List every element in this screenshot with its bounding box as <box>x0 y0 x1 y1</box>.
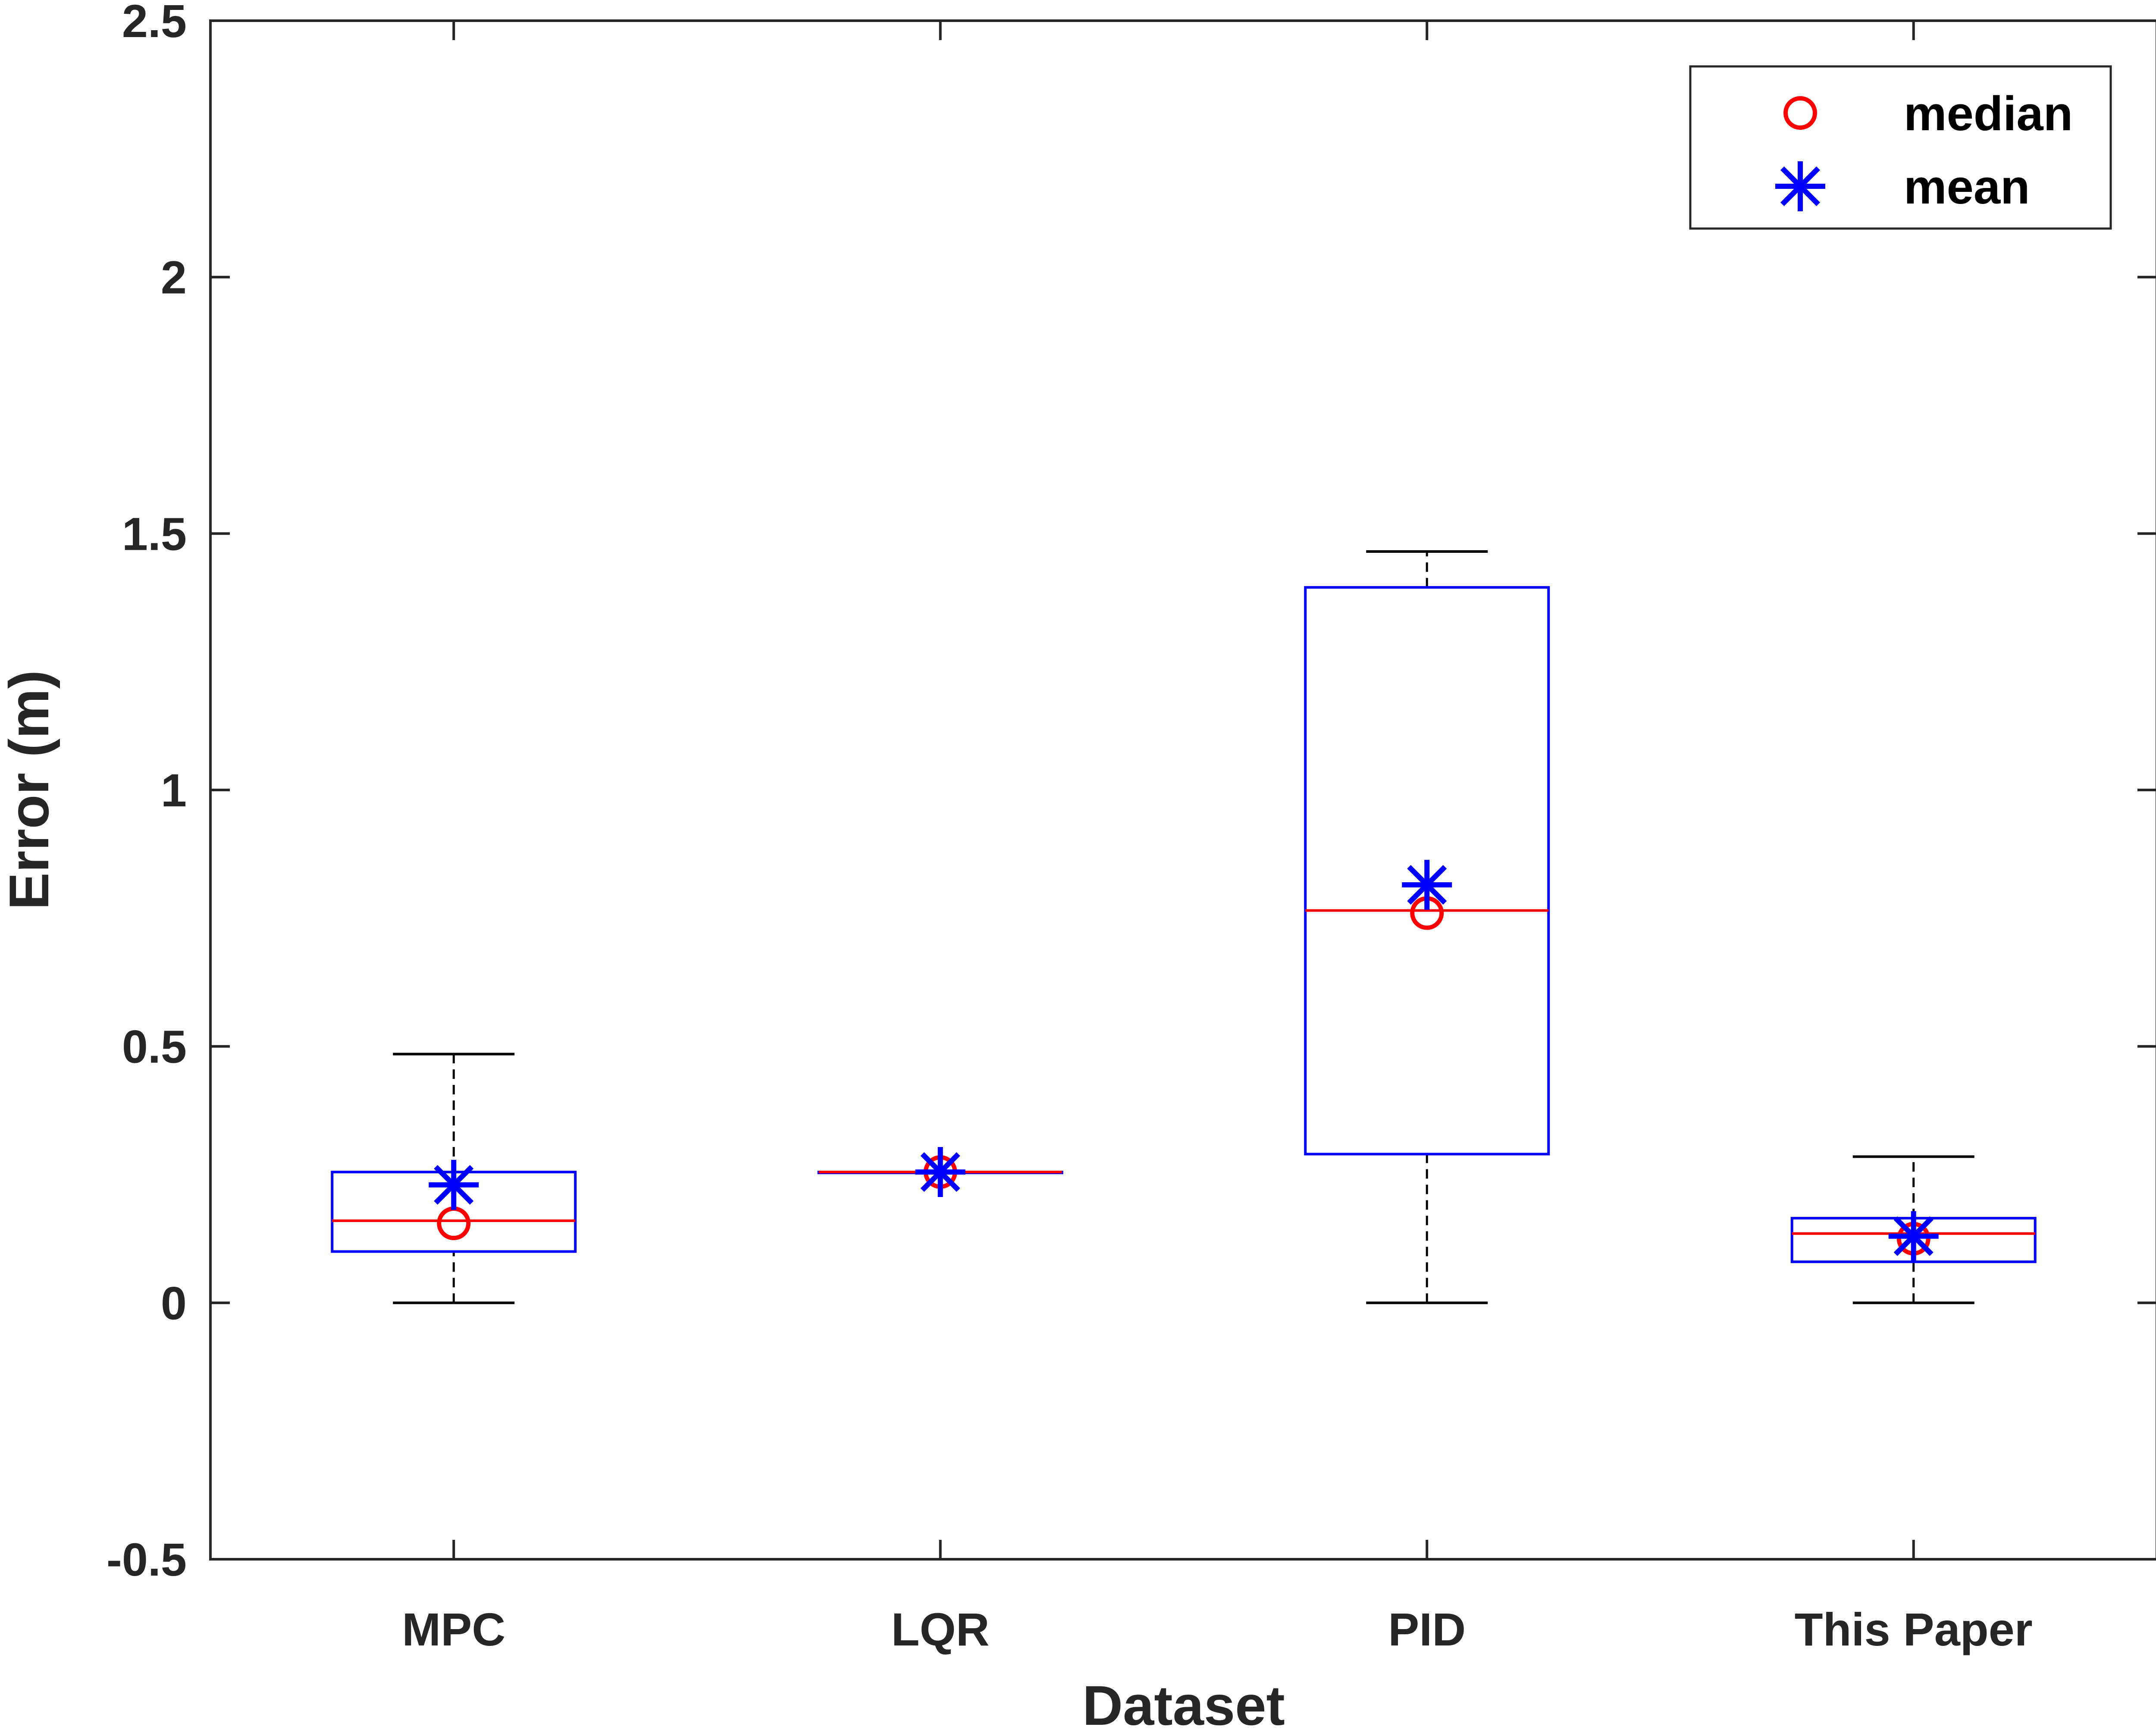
box-lqr <box>817 1147 1063 1197</box>
asterisk-stroke <box>920 1152 960 1192</box>
legend-median-marker <box>1783 96 1817 130</box>
x-axis-ticks: MPC LQR PID This Paper <box>402 21 2033 1655</box>
asterisk-stroke <box>434 1165 474 1205</box>
asterisk-stroke <box>1893 1216 1934 1256</box>
x-tick-label: LQR <box>891 1603 990 1655</box>
y-tick-label: 2.5 <box>122 0 187 47</box>
box-series <box>331 550 2037 1304</box>
y-tick-label: 2 <box>161 251 187 304</box>
legend-median-label: median <box>1904 87 2073 141</box>
legend-asterisk <box>1775 161 1825 211</box>
mean-marker <box>429 1160 479 1210</box>
asterisk-stroke <box>1407 865 1447 905</box>
legend-circle <box>1783 96 1817 130</box>
box-this-paper <box>1790 1155 2037 1304</box>
box-rect <box>1304 586 1550 1156</box>
mean-marker <box>1888 1211 1939 1261</box>
asterisk-stroke <box>1780 166 1821 207</box>
y-tick-label: 1.5 <box>122 508 187 560</box>
box-mpc <box>331 1053 577 1304</box>
x-tick-label: PID <box>1388 1603 1466 1655</box>
y-tick-label: 0.5 <box>122 1021 187 1073</box>
box-pid <box>1304 550 1550 1304</box>
mean-marker <box>1402 860 1452 910</box>
median-marker <box>437 1206 471 1240</box>
legend-mean-marker <box>1775 161 1825 211</box>
legend: median mean <box>1689 65 2112 230</box>
legend-mean-label: mean <box>1904 160 2030 214</box>
y-axis-label: Error (m) <box>0 670 60 910</box>
legend-frame <box>1689 65 2112 230</box>
y-axis-ticks: -0.5 0 0.5 1 1.5 2 2.5 <box>107 0 2156 1586</box>
y-tick-label: 0 <box>161 1277 187 1329</box>
plot-area-frame <box>209 19 2156 1561</box>
y-tick-label: -0.5 <box>107 1533 187 1586</box>
x-axis-label: Dataset <box>1082 1674 1285 1730</box>
x-tick-label: This Paper <box>1795 1603 2033 1655</box>
mean-marker <box>915 1147 965 1197</box>
y-tick-label: 1 <box>161 764 187 816</box>
x-tick-label: MPC <box>402 1603 505 1655</box>
